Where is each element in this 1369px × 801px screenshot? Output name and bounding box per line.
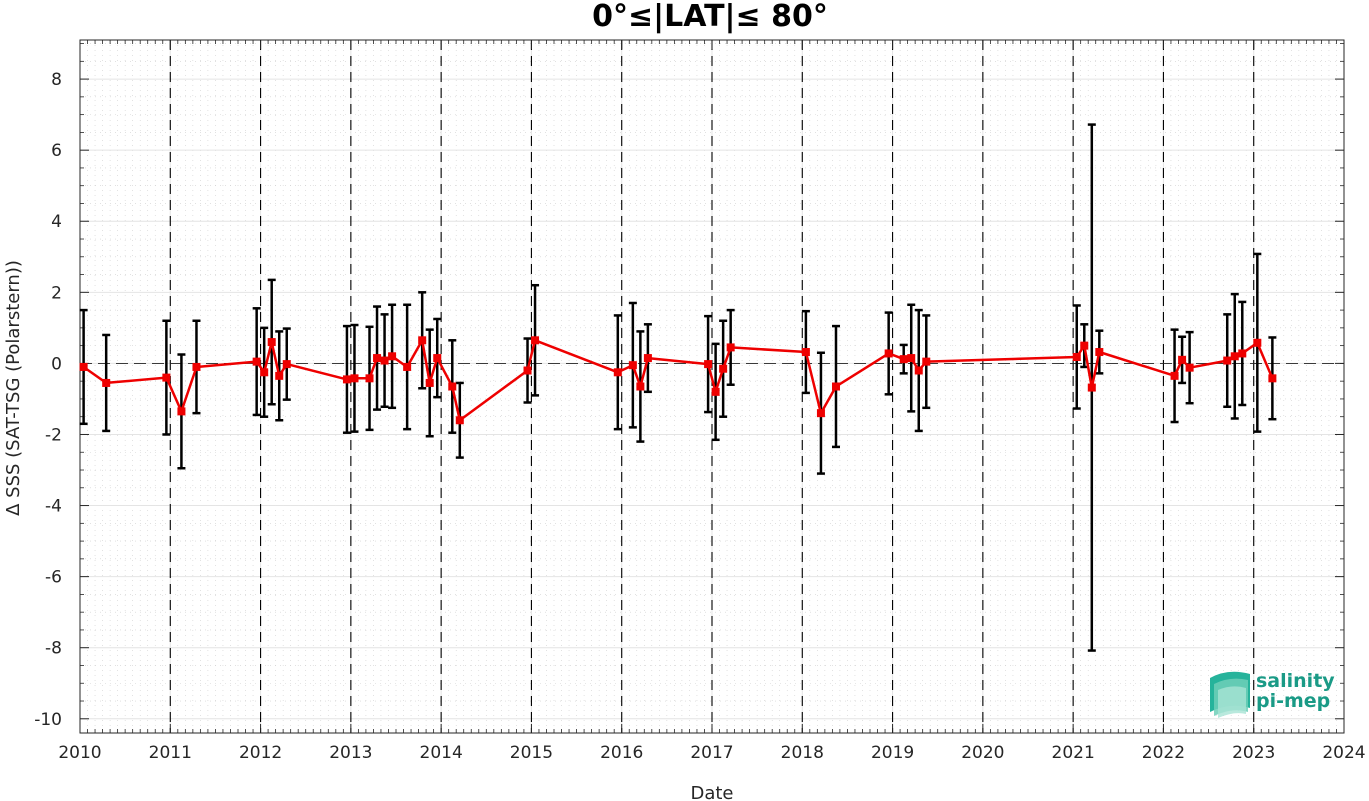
x-axis-label: Date xyxy=(690,783,733,801)
data-point-marker xyxy=(816,409,825,418)
error-bars xyxy=(79,123,1277,652)
x-tick-label: 2019 xyxy=(871,743,914,763)
x-tick-label: 2022 xyxy=(1142,743,1185,763)
x-tick-label: 2024 xyxy=(1322,743,1365,763)
data-point-marker xyxy=(373,354,382,363)
x-tick-label: 2011 xyxy=(149,743,192,763)
data-point-marker xyxy=(628,361,637,370)
y-tick-label: 8 xyxy=(51,70,62,90)
logo-line1: salinity xyxy=(1256,670,1335,692)
y-tick-label: -2 xyxy=(45,425,62,445)
chart-title: 0°≤|LAT|≤ 80° xyxy=(592,0,828,34)
salinity-pi-mep-logo: salinity pi-mep xyxy=(1210,670,1335,718)
data-point-marker xyxy=(418,336,427,345)
data-point-marker xyxy=(448,382,457,391)
data-point-marker xyxy=(365,374,374,383)
data-point-marker xyxy=(433,354,442,363)
data-point-marker xyxy=(1170,371,1179,380)
minor-grid xyxy=(80,40,1344,733)
data-point-marker xyxy=(704,360,713,369)
data-point-marker xyxy=(350,374,359,383)
data-point-marker xyxy=(1080,341,1089,350)
y-tick-label: 2 xyxy=(51,283,62,303)
y-tick-label: -8 xyxy=(45,639,62,659)
data-point-marker xyxy=(531,336,540,345)
data-point-marker xyxy=(1185,363,1194,372)
y-tick-labels: 8 6 4 2 0 -2 -4 -6 -8 -10 xyxy=(34,70,62,730)
year-boundary-lines xyxy=(169,40,1255,733)
data-point-marker xyxy=(523,366,532,375)
data-point-marker xyxy=(79,362,88,371)
x-tick-labels: 2010 2011 2012 2013 2014 2015 2016 2017 2018 2019… xyxy=(58,743,1365,763)
data-point-marker xyxy=(282,360,291,369)
data-point-marker xyxy=(192,362,201,371)
data-point-marker xyxy=(425,378,434,387)
data-point-marker xyxy=(1223,356,1232,365)
data-point-marker xyxy=(267,338,276,347)
data-point-marker xyxy=(1087,383,1096,392)
data-point-marker xyxy=(719,364,728,373)
data-point-marker xyxy=(177,407,186,416)
x-tick-label: 2021 xyxy=(1052,743,1095,763)
y-tick-label: -6 xyxy=(45,568,62,588)
x-tick-label: 2012 xyxy=(239,743,282,763)
data-point-marker xyxy=(899,355,908,364)
x-tick-label: 2013 xyxy=(329,743,372,763)
data-point-marker xyxy=(711,387,720,396)
data-point-marker xyxy=(275,371,284,380)
logo-wave-icon xyxy=(1210,671,1250,718)
y-tick-label: 4 xyxy=(51,212,62,232)
data-point-marker xyxy=(388,352,397,361)
x-tick-label: 2016 xyxy=(600,743,643,763)
x-tick-label: 2015 xyxy=(510,743,553,763)
data-point-marker xyxy=(613,368,622,377)
data-point-marker xyxy=(726,343,735,352)
data-point-marker xyxy=(1238,349,1247,358)
data-point-marker xyxy=(636,382,645,391)
x-tick-label: 2018 xyxy=(781,743,824,763)
tick-marks xyxy=(79,40,1345,733)
data-point-marker xyxy=(1268,374,1277,383)
data-point-marker xyxy=(342,375,351,384)
data-point-marker xyxy=(260,368,269,377)
series-line xyxy=(82,339,1274,422)
data-point-marker xyxy=(102,378,111,387)
x-tick-label: 2010 xyxy=(58,743,101,763)
y-tick-label: 0 xyxy=(51,354,62,374)
data-point-marker xyxy=(914,366,923,375)
y-tick-label: -10 xyxy=(34,710,62,730)
data-point-marker xyxy=(455,416,464,425)
data-point-marker xyxy=(643,354,652,363)
data-point-marker xyxy=(1072,353,1081,362)
data-point-marker xyxy=(252,357,261,366)
x-tick-label: 2020 xyxy=(961,743,1004,763)
data-point-marker xyxy=(1095,348,1104,357)
data-point-marker xyxy=(162,373,171,382)
data-point-marker xyxy=(884,349,893,358)
data-point-marker xyxy=(403,362,412,371)
data-point-marker xyxy=(1253,338,1262,347)
data-point-marker xyxy=(801,348,810,357)
data-point-marker xyxy=(380,356,389,365)
x-tick-label: 2014 xyxy=(420,743,463,763)
y-tick-label: 6 xyxy=(51,141,62,161)
x-tick-label: 2017 xyxy=(690,743,733,763)
y-axis-label: Δ SSS (SAT-TSG (Polarstern)) xyxy=(3,260,24,516)
y-tick-label: -4 xyxy=(45,497,62,517)
x-tick-label: 2023 xyxy=(1232,743,1275,763)
data-markers xyxy=(79,336,1277,425)
logo-line2: pi-mep xyxy=(1256,690,1330,712)
data-point-marker xyxy=(1230,352,1239,361)
data-point-marker xyxy=(922,357,931,366)
data-point-marker xyxy=(1178,355,1187,364)
data-point-marker xyxy=(907,354,916,363)
data-point-marker xyxy=(831,382,840,391)
